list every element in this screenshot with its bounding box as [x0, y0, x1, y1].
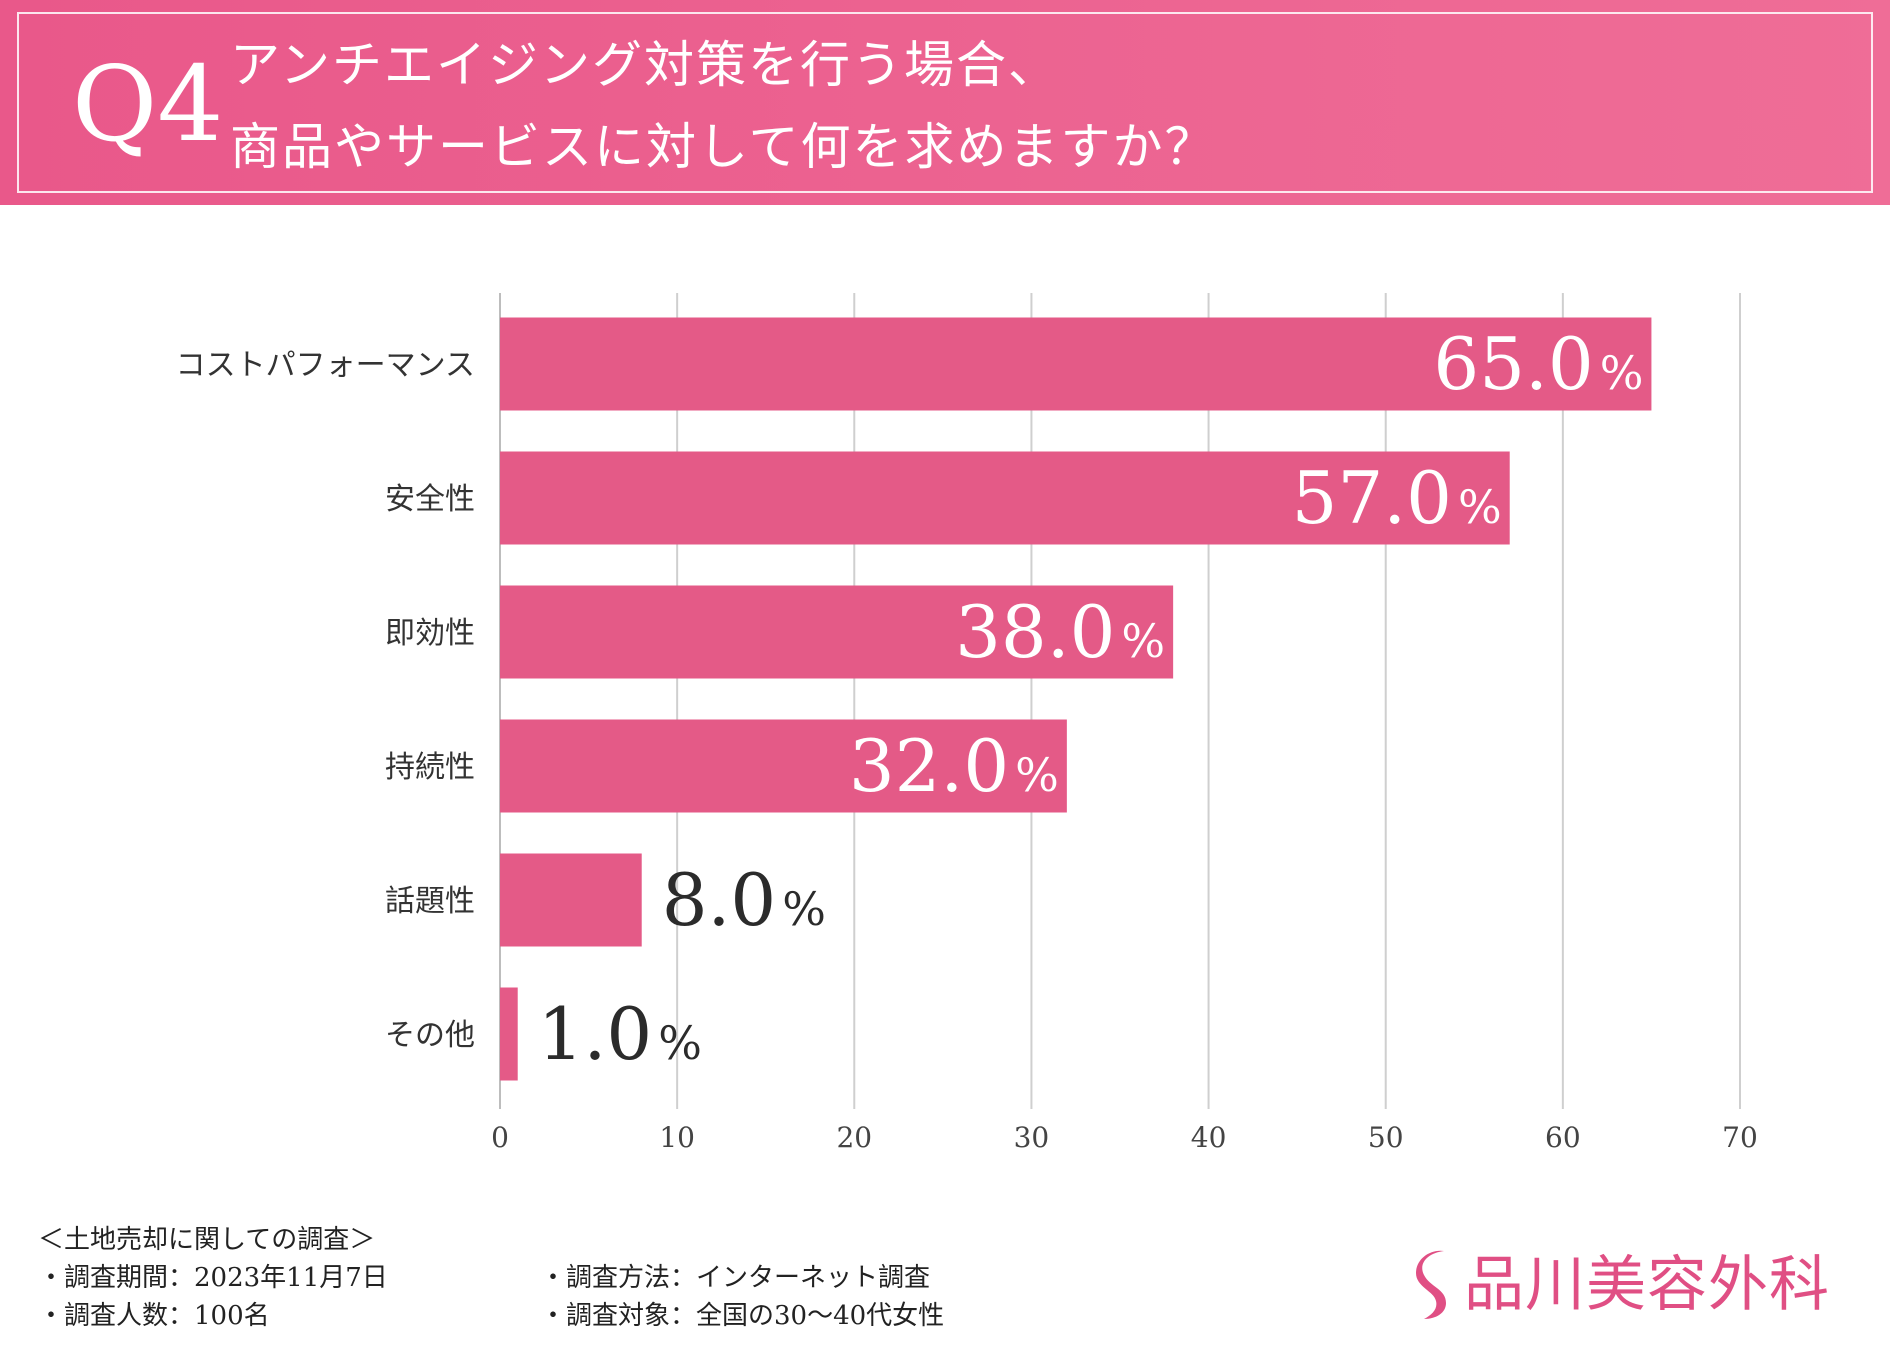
data-label-unit: %: [1458, 480, 1502, 534]
bar-chart: 0 10 20 30 40 50 60 70 コストパフォーマンス 65.0 % 安全性 57.0 % 即効…: [176, 293, 1758, 1154]
data-label-value: 1.0: [538, 992, 653, 1076]
data-label-value: 57.0: [1292, 456, 1452, 540]
chart-area: 0 10 20 30 40 50 60 70 コストパフォーマンス 65.0% 安全性 57.0% 即効…: [0, 205, 1890, 1205]
category-label: コストパフォーマンス: [176, 348, 475, 383]
data-label-unit: %: [1121, 614, 1165, 668]
bar: [500, 853, 642, 947]
survey-period: ・調査期間：2023年11月7日: [38, 1263, 388, 1293]
category-label: 持続性: [385, 750, 475, 785]
data-label: 38.0%: [955, 590, 1165, 674]
x-tick-label: 0: [491, 1121, 509, 1154]
data-label: 32.0%: [849, 724, 1059, 808]
s-logo-icon: [1416, 1250, 1446, 1319]
data-label-unit: %: [782, 882, 826, 936]
survey-target: ・調査対象：全国の30〜40代女性: [540, 1301, 945, 1331]
data-label: 65.0%: [1433, 322, 1643, 406]
x-tick-label: 70: [1722, 1121, 1758, 1154]
data-label-value: 32.0: [849, 724, 1009, 808]
data-label: 1.0%: [538, 992, 702, 1076]
data-label-unit: %: [1600, 346, 1644, 400]
x-tick-label: 10: [659, 1121, 695, 1154]
survey-method: ・調査方法：インターネット調査: [540, 1263, 931, 1293]
question-number: Q4: [72, 43, 224, 165]
survey-heading: ＜土地売却に関しての調査＞: [38, 1225, 376, 1255]
bar: [500, 987, 518, 1081]
data-label-value: 65.0: [1433, 322, 1593, 406]
data-label: 57.0%: [1292, 456, 1502, 540]
category-label: 安全性: [385, 482, 475, 517]
x-tick-label: 50: [1368, 1121, 1404, 1154]
bar: [500, 719, 1067, 813]
category-label: 即効性: [385, 616, 475, 651]
survey-respondents: ・調査人数：100名: [38, 1301, 270, 1331]
data-label-unit: %: [1015, 748, 1059, 802]
category-label: 話題性: [385, 884, 475, 919]
category-label: その他: [385, 1018, 475, 1053]
header-banner: Q4 アンチエイジング対策を行う場合、 商品やサービスに対して何を求めますか？: [0, 0, 1890, 205]
header-frame: [17, 12, 1873, 193]
x-tick-label: 30: [1014, 1121, 1050, 1154]
brand-name: 品川美容外科: [1464, 1250, 1830, 1320]
data-label-value: 8.0: [662, 858, 777, 942]
data-label: 8.0%: [662, 858, 826, 942]
data-label-unit: %: [658, 1016, 702, 1070]
x-tick-label: 20: [836, 1121, 872, 1154]
bar: [500, 317, 1652, 411]
data-label-value: 38.0: [955, 590, 1115, 674]
brand-logo: 品川美容外科: [1410, 1245, 1830, 1325]
bar: [500, 585, 1174, 679]
x-tick-label: 40: [1191, 1121, 1227, 1154]
question-title-line-1: アンチエイジング対策を行う場合、: [230, 36, 1060, 94]
x-tick-label: 60: [1545, 1121, 1581, 1154]
bar: [500, 451, 1510, 545]
question-title-line-2: 商品やサービスに対して何を求めますか？: [230, 118, 1217, 176]
footer: ＜土地売却に関しての調査＞ ・調査期間：2023年11月7日 ・調査人数：100…: [0, 1205, 1890, 1350]
